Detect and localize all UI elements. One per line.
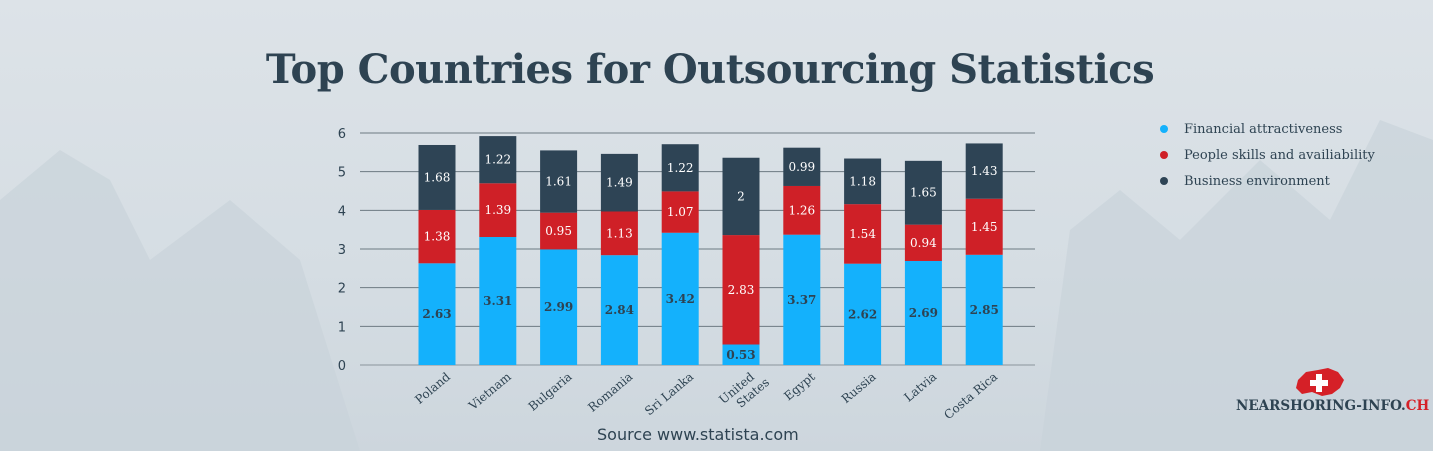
bar-segment [479, 136, 517, 184]
data-label: 0.99 [788, 160, 815, 174]
data-label: 1.49 [606, 176, 633, 190]
bar-segment [600, 153, 638, 212]
bar-segment [540, 212, 578, 250]
y-tick-label: 0 [338, 359, 346, 374]
bar-segment [418, 263, 456, 365]
bar-segment [783, 185, 821, 235]
data-label: 1.22 [484, 153, 511, 167]
x-tick-label: Vietnam [465, 369, 514, 413]
legend-label: Business environment [1184, 173, 1330, 189]
data-label: 1.65 [910, 186, 937, 200]
bar-segment [661, 191, 699, 233]
bar-segment [844, 263, 882, 365]
x-tick-label: UnitedStates [716, 364, 772, 417]
data-label: 2.69 [909, 306, 938, 320]
bar-segment [965, 254, 1003, 365]
data-label: 0.95 [545, 224, 572, 238]
bar-segment [783, 147, 821, 186]
x-tick-label: Poland [412, 369, 453, 406]
bar-segment [722, 344, 760, 365]
bar-segment [540, 249, 578, 365]
data-label: 1.43 [971, 164, 998, 178]
data-label: 2.84 [605, 303, 634, 317]
bar-segment [418, 144, 456, 210]
y-tick-label: 1 [338, 320, 346, 335]
source-note: Source www.statista.com [597, 425, 799, 444]
data-label: 0.53 [726, 348, 755, 362]
x-tick-label: Russia [839, 370, 879, 406]
data-label: 2.85 [970, 303, 999, 317]
logo: NEARSHORING-INFO.CH [1236, 366, 1429, 416]
x-tick-label: Latvia [901, 370, 939, 405]
data-label: 1.22 [667, 161, 694, 175]
x-tick-label: Sri Lanka [642, 370, 696, 419]
legend-item-people: People skills and availiability [1160, 142, 1375, 168]
bar-segment [904, 260, 942, 365]
bar-segment [661, 144, 699, 192]
bar-segment [540, 150, 578, 213]
legend: Financial attractiveness People skills a… [1160, 116, 1375, 194]
legend-dot [1160, 177, 1168, 185]
bar-segment [600, 255, 638, 365]
data-label: 2.99 [544, 300, 573, 314]
bar-segment [904, 160, 942, 225]
bar-segment [783, 234, 821, 365]
data-label: 1.18 [849, 174, 876, 188]
y-tick-label: 3 [338, 243, 346, 258]
data-label: 1.38 [424, 230, 451, 244]
legend-dot [1160, 151, 1168, 159]
data-label: 2 [737, 189, 745, 203]
y-tick-label: 6 [338, 127, 346, 142]
data-label: 2.63 [422, 307, 451, 321]
bar-segment [904, 224, 942, 261]
data-label: 2.62 [848, 307, 877, 321]
y-tick-label: 4 [338, 204, 346, 219]
data-label: 1.07 [667, 205, 694, 219]
bar-segment [418, 209, 456, 264]
legend-item-financial: Financial attractiveness [1160, 116, 1375, 142]
swiss-flag-icon [1296, 368, 1344, 396]
data-label: 1.13 [606, 226, 633, 240]
bar-segment [722, 157, 760, 236]
legend-dot [1160, 125, 1168, 133]
data-label: 1.54 [849, 227, 876, 241]
legend-item-business: Business environment [1160, 168, 1375, 194]
data-label: 3.37 [787, 293, 816, 307]
legend-label: People skills and availiability [1184, 147, 1375, 163]
x-tick-label: Egypt [781, 369, 818, 403]
bar-segment [479, 237, 517, 365]
data-label: 0.94 [910, 236, 937, 250]
bar-segment [661, 232, 699, 365]
data-label: 1.39 [484, 203, 511, 217]
data-label: 3.31 [483, 294, 512, 308]
chart-title: Top Countries for Outsourcing Statistics [265, 46, 1155, 93]
bar-segment [844, 158, 882, 205]
logo-text: NEARSHORING-INFO.CH [1236, 398, 1430, 414]
x-tick-label: Bulgaria [526, 370, 575, 414]
x-tick-label: Costa Rica [941, 370, 1000, 423]
legend-label: Financial attractiveness [1184, 121, 1343, 137]
data-label: 1.61 [545, 175, 572, 189]
data-label: 1.45 [971, 220, 998, 234]
bar-segment [600, 211, 638, 256]
bar-segment [722, 235, 760, 345]
bar-segment [965, 143, 1003, 199]
bar-segment [844, 204, 882, 264]
bar-segment [965, 198, 1003, 255]
y-tick-label: 5 [338, 166, 346, 181]
data-label: 2.83 [728, 283, 755, 297]
y-tick-label: 2 [338, 282, 346, 297]
data-label: 3.42 [666, 292, 695, 306]
x-tick-label: Romania [585, 370, 635, 415]
data-label: 1.68 [424, 170, 451, 184]
data-label: 1.26 [788, 203, 815, 217]
bar-segment [479, 183, 517, 238]
